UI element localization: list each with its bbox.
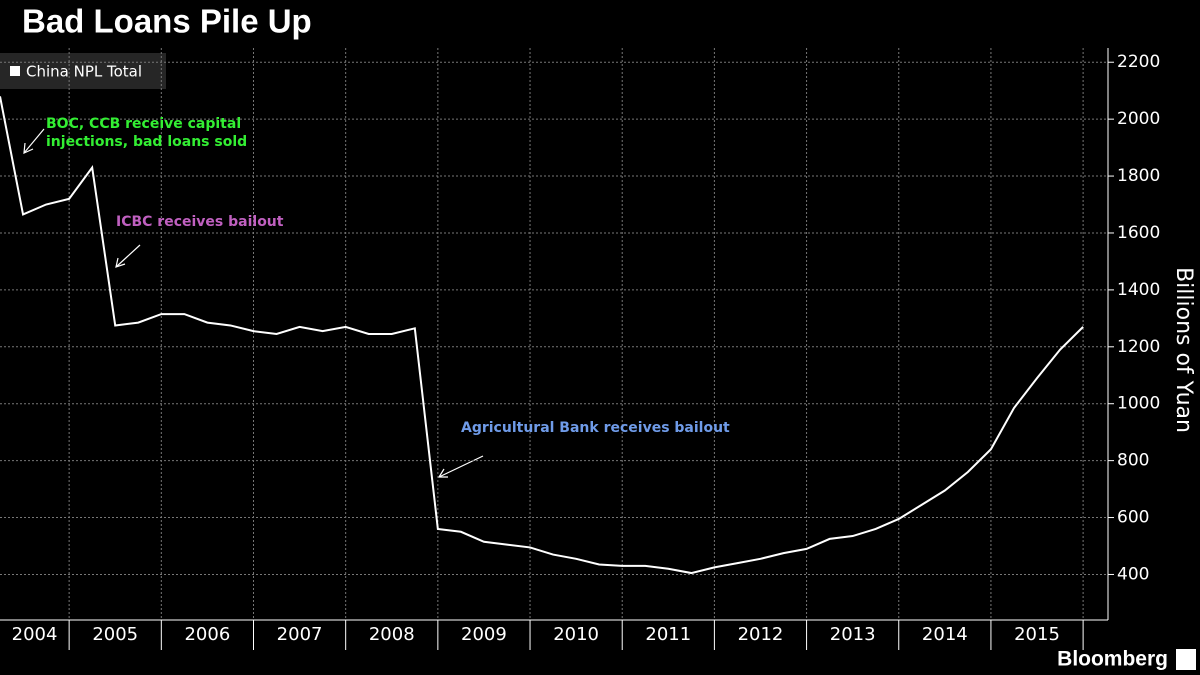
y-tick-label: 1800 bbox=[1117, 166, 1160, 186]
x-tick-label: 2007 bbox=[277, 624, 323, 645]
annotation: injections, bad loans sold bbox=[46, 134, 247, 150]
x-tick-label: 2008 bbox=[369, 624, 415, 645]
line bbox=[0, 96, 1084, 575]
x-tick-label: 2009 bbox=[461, 624, 507, 645]
x-tick-label: 2012 bbox=[738, 624, 784, 645]
annotation: BOC, CCB receive capital bbox=[46, 116, 241, 132]
y-tick-label: 2000 bbox=[1117, 109, 1160, 129]
y-tick-label: 1600 bbox=[1117, 223, 1160, 243]
y-tick-label: 800 bbox=[1117, 451, 1149, 471]
x-tick-label: 2013 bbox=[830, 624, 876, 645]
x-tick-label: 2004 bbox=[12, 624, 58, 645]
x-tick-label: 2005 bbox=[92, 624, 138, 645]
y-tick-label: 400 bbox=[1117, 564, 1149, 584]
arrows bbox=[23, 128, 484, 478]
y-tick-label: 1200 bbox=[1117, 337, 1160, 357]
legend-swatch bbox=[10, 66, 20, 76]
x-tick-label: 2015 bbox=[1014, 624, 1060, 645]
x-tick-label: 2014 bbox=[922, 624, 968, 645]
logo bbox=[1176, 649, 1196, 670]
y-tick-label: 1400 bbox=[1117, 280, 1160, 300]
legend-box bbox=[0, 53, 166, 89]
x-tick-label: 2010 bbox=[553, 624, 599, 645]
annotation: ICBC receives bailout bbox=[116, 214, 284, 230]
source: Bloomberg bbox=[1057, 648, 1168, 671]
legend-label: China NPL Total bbox=[26, 63, 142, 81]
chart-title: Bad Loans Pile Up bbox=[22, 3, 312, 40]
y-tick-label: 2200 bbox=[1117, 52, 1160, 72]
x-tick-label: 2006 bbox=[184, 624, 230, 645]
annotation: Agricultural Bank receives bailout bbox=[461, 420, 730, 436]
y-tick-label: 1000 bbox=[1117, 394, 1160, 414]
x-tick-label: 2011 bbox=[645, 624, 691, 645]
y-tick-label: 600 bbox=[1117, 508, 1149, 528]
y-axis-label: Billions of Yuan bbox=[1171, 267, 1196, 433]
